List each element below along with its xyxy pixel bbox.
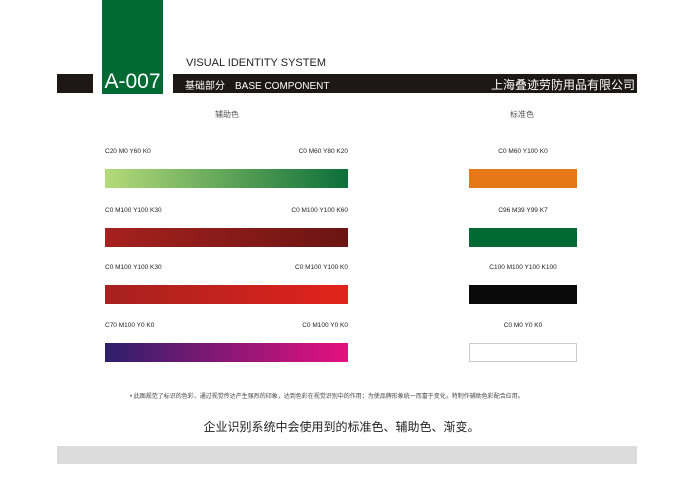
section-title: 基础部分 BASE COMPONENT [185,81,330,92]
page-code: A-007 [104,70,161,93]
standard-swatch [469,343,577,362]
gradient-start-label: C20 M0 Y60 K0 [105,148,151,155]
left-bar [57,74,93,93]
code-block [102,0,163,94]
gradient-swatch [105,228,348,247]
gradient-start-label: C0 M100 Y100 K30 [105,264,162,271]
gradient-swatch [105,169,348,188]
company-name: 上海叠迹劳防用品有限公司 [490,78,635,92]
conclusion: 企业识别系统中会使用到的标准色、辅助色、渐变。 [203,420,480,434]
gradient-start-label: C0 M100 Y100 K30 [105,207,162,214]
standard-swatch [469,228,577,247]
gradient-swatch [105,285,348,304]
standard-color-label: C0 M60 Y100 K0 [498,148,548,155]
note: • 此图规范了标识的色彩，通过视觉传达产生强烈的印象，达到色彩在视觉识别中的作用… [130,394,524,400]
gradient-end-label: C0 M100 Y100 K0 [295,264,348,271]
gradient-swatch [105,343,348,362]
standard-color-label: C96 M39 Y99 K7 [498,207,548,214]
standard-color-label: C0 M0 Y0 K0 [503,322,543,329]
header-bar: 基础部分 BASE COMPONENT 上海叠迹劳防用品有限公司 [173,74,637,93]
footer-bar [57,446,637,464]
system-title: VISUAL IDENTITY SYSTEM [186,57,326,69]
standard-swatch [469,169,577,188]
auxiliary-title: 辅助色 [215,110,239,119]
gradient-end-label: C0 M100 Y0 K0 [302,322,348,329]
gradient-end-label: C0 M100 Y100 K60 [291,207,348,214]
gradient-start-label: C70 M100 Y0 K0 [105,322,155,329]
standard-title: 标准色 [510,110,534,119]
standard-color-label: C100 M100 Y100 K100 [489,264,557,271]
standard-swatch [469,285,577,304]
gradient-end-label: C0 M60 Y80 K20 [298,148,348,155]
